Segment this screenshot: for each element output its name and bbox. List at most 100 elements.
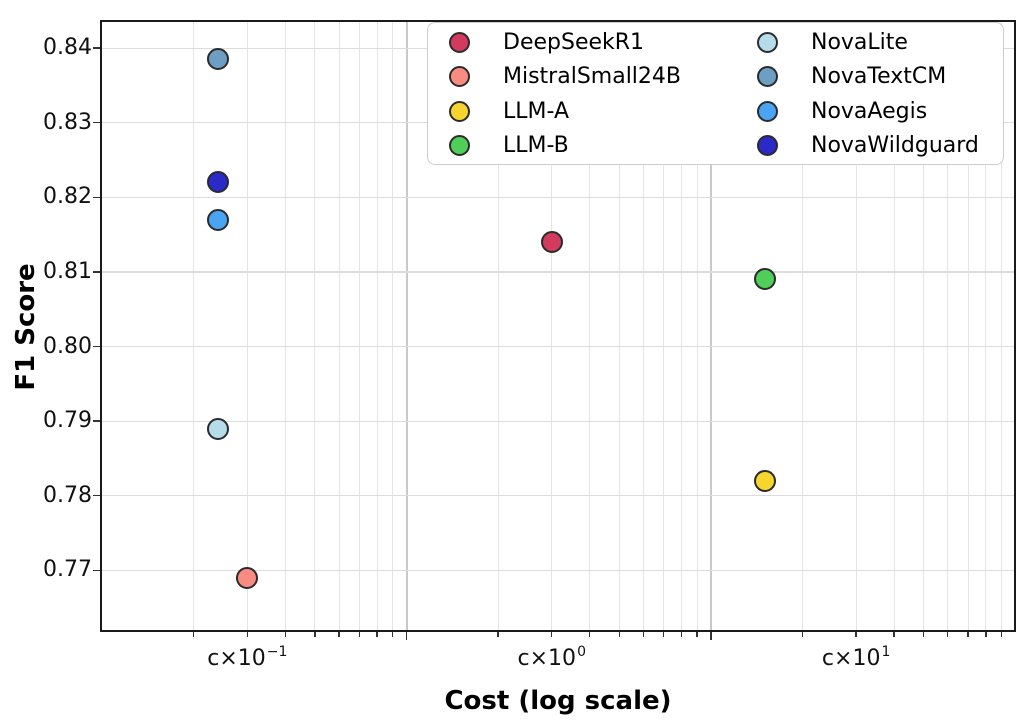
x-minor-tick (391, 632, 394, 637)
x-tick-label: c×100 (462, 644, 642, 675)
y-tick-label: 0.83 (43, 109, 92, 135)
data-point-llm-b (753, 268, 776, 291)
x-minor-tick (985, 632, 987, 637)
x-gridline-minor (392, 22, 394, 630)
x-minor-tick (663, 632, 665, 637)
x-minor-tick (618, 632, 620, 637)
x-minor-tick (967, 632, 969, 637)
data-point-layer (102, 22, 1014, 630)
x-gridline-minor (967, 22, 969, 630)
legend-item-novaaegis: NovaAegis (736, 94, 1001, 129)
legend-marker-icon (449, 66, 470, 88)
legend-label: NovaLite (811, 29, 908, 55)
legend-item-novalite: NovaLite (736, 25, 1001, 60)
x-minor-tick (642, 632, 645, 637)
legend-label: MistralSmall24B (503, 64, 682, 90)
x-tick-label-base: c×10 (517, 646, 577, 671)
x-tick-label-base: c×10 (821, 646, 881, 671)
x-gridline-minor (893, 22, 895, 630)
x-gridline-minor (680, 22, 682, 630)
legend-marker-icon (757, 100, 778, 122)
x-major-tick (710, 632, 712, 640)
x-gridline-minor (1000, 22, 1002, 630)
legend-marker-icon (757, 31, 778, 53)
x-minor-tick (284, 632, 287, 637)
x-minor-tick (376, 632, 378, 637)
x-minor-tick (680, 632, 683, 637)
y-tick-label: 0.78 (43, 482, 92, 508)
legend-marker-icon (449, 100, 470, 122)
legend-item-deepseekr1: DeepSeekR1 (428, 25, 736, 60)
x-gridline-minor (358, 22, 360, 630)
x-minor-tick (589, 632, 591, 637)
x-tick-label: c×10−1 (157, 644, 337, 675)
y-tick-label: 0.77 (43, 557, 92, 583)
legend-marker-icon (757, 135, 778, 157)
y-gridline (102, 271, 1014, 273)
y-tick-label: 0.79 (43, 408, 92, 434)
x-gridline-minor (802, 22, 804, 630)
y-major-tick (93, 345, 100, 348)
x-gridline-minor (497, 22, 499, 630)
data-point-novaaegis (206, 208, 229, 231)
plot-grid-layer (102, 22, 1014, 630)
x-minor-tick (922, 632, 925, 637)
legend-label: NovaTextCM (811, 64, 947, 90)
x-gridline-minor (589, 22, 591, 630)
y-gridline (102, 420, 1014, 422)
x-gridline-minor (947, 22, 949, 630)
x-minor-tick (855, 632, 857, 637)
x-minor-tick (338, 632, 340, 637)
x-gridline-minor (376, 22, 378, 630)
legend-item-llm-b: LLM-B (428, 129, 736, 164)
x-minor-tick (893, 632, 895, 637)
x-tick-label-exponent: 1 (881, 644, 891, 660)
x-gridline-minor (193, 22, 195, 630)
y-gridline (102, 569, 1014, 571)
x-minor-tick (947, 632, 949, 637)
x-minor-tick (696, 632, 698, 637)
x-major-tick (405, 632, 408, 640)
x-minor-tick (193, 632, 195, 637)
x-gridline-minor (923, 22, 925, 630)
legend-label: LLM-A (503, 98, 569, 124)
x-minor-tick (497, 632, 499, 637)
legend: DeepSeekR1 MistralSmall24B LLM-A LLM-B NovaL… (427, 22, 1004, 165)
x-gridline-minor (618, 22, 620, 630)
data-point-novalite (206, 417, 229, 440)
data-point-llm-a (753, 469, 776, 492)
data-point-novawildguard (206, 171, 229, 194)
legend-label: LLM-B (503, 133, 569, 159)
legend-item-mistralsmall24b: MistralSmall24B (428, 60, 736, 95)
legend-item-llm-a: LLM-A (428, 94, 736, 129)
x-minor-tick (246, 632, 249, 637)
legend-marker-icon (449, 135, 470, 157)
x-tick-label-exponent: −1 (266, 644, 288, 660)
x-gridline-minor (696, 22, 698, 630)
x-tick-label-exponent: 0 (577, 644, 586, 660)
x-gridline-minor (855, 22, 857, 630)
x-tick-label-base: c×10 (207, 646, 266, 671)
data-point-deepseekr1 (540, 231, 563, 254)
x-minor-tick (801, 632, 804, 637)
y-tick-label: 0.80 (43, 333, 92, 359)
x-minor-tick (358, 632, 361, 637)
y-tick-label: 0.82 (43, 184, 92, 210)
y-gridline (102, 345, 1014, 348)
y-tick-label: 0.81 (43, 258, 92, 284)
x-gridline-minor (551, 22, 553, 630)
y-major-tick (93, 495, 100, 497)
x-gridline-minor (338, 22, 340, 630)
legend-item-novatextcm: NovaTextCM (736, 60, 1001, 95)
y-major-tick (93, 569, 100, 571)
x-gridline-minor (314, 22, 316, 630)
legend-label: NovaAegis (811, 98, 928, 124)
x-gridline-minor (284, 22, 286, 630)
legend-marker-icon (757, 66, 778, 88)
x-minor-tick (551, 632, 553, 637)
data-point-novatextcm (206, 48, 229, 71)
y-gridline (102, 495, 1014, 497)
data-point-mistralsmall24b (236, 566, 259, 589)
x-tick-label: c×101 (766, 644, 946, 675)
